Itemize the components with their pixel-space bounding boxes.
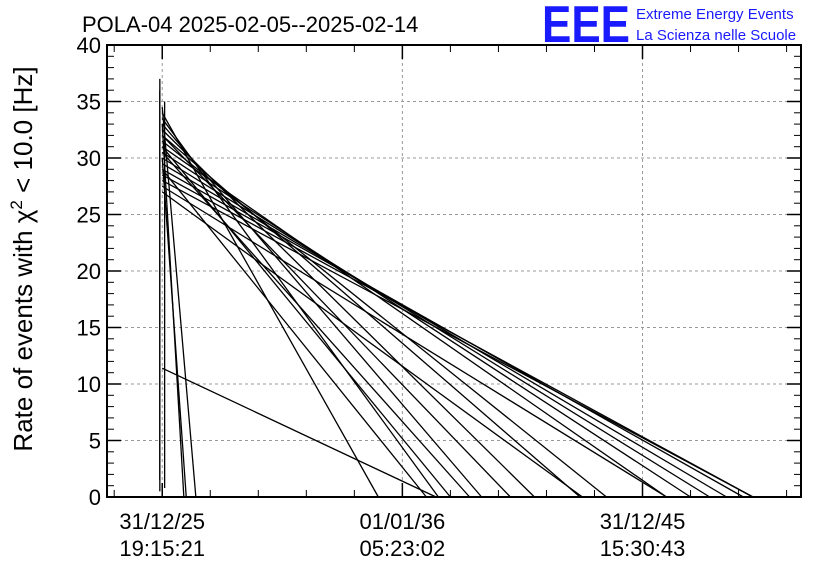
grid-lines xyxy=(107,45,801,497)
chart-title: POLA-04 2025-02-05--2025-02-14 xyxy=(82,12,418,37)
y-tick-label: 0 xyxy=(89,485,101,510)
x-tick-time-label: 05:23:02 xyxy=(360,536,446,561)
y-tick-label: 20 xyxy=(77,259,101,284)
y-tick-label: 35 xyxy=(77,90,101,115)
rate-segment xyxy=(161,151,691,498)
rate-segment xyxy=(161,174,754,498)
rate-segment xyxy=(161,163,727,498)
y-tick-label: 25 xyxy=(77,203,101,228)
y-tick-label: 30 xyxy=(77,146,101,171)
x-tick-date-label: 31/12/45 xyxy=(600,509,686,534)
org-name-line2: La Scienza nelle Scuole xyxy=(636,27,796,44)
rate-segment xyxy=(161,151,471,498)
rate-segment xyxy=(161,180,754,498)
x-tick-time-label: 15:30:43 xyxy=(600,536,686,561)
rate-segment xyxy=(161,140,607,498)
y-axis: 0 5 10 15 20 25 30 35 40 xyxy=(77,33,801,510)
y-tick-label: 10 xyxy=(77,372,101,397)
rate-segment xyxy=(161,367,437,498)
rate-segment xyxy=(161,185,667,498)
rate-segment xyxy=(161,134,511,498)
y-axis-label: Rate of events with χ2 < 10.0 [Hz] xyxy=(7,66,38,451)
org-name-line1: Extreme Energy Events xyxy=(636,6,794,23)
rate-segment xyxy=(161,123,483,498)
data-series xyxy=(159,78,754,498)
eee-logo: EEE Extreme Energy Events La Scienza nel… xyxy=(542,0,796,54)
rate-segment xyxy=(161,191,583,498)
rate-segment xyxy=(161,112,379,498)
rate-segment xyxy=(161,157,187,498)
y-tick-label: 15 xyxy=(77,316,101,341)
y-tick-label: 40 xyxy=(77,33,101,58)
x-tick-date-label: 01/01/36 xyxy=(360,509,446,534)
x-tick-time-label: 19:15:21 xyxy=(119,536,205,561)
rate-segment xyxy=(161,146,667,498)
rate-segment xyxy=(161,168,427,498)
x-tick-date-label: 31/12/25 xyxy=(119,509,205,534)
y-tick-label: 5 xyxy=(89,429,101,454)
rate-segment xyxy=(161,146,451,498)
